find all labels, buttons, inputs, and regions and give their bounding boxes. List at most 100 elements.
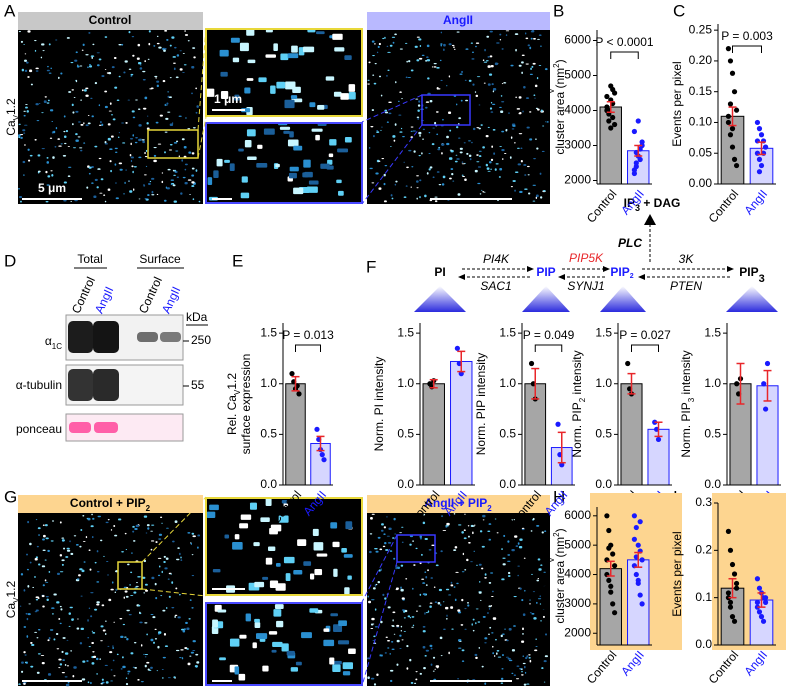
speckle xyxy=(155,121,159,124)
speckle xyxy=(369,550,372,554)
speckle xyxy=(371,109,375,111)
speckle xyxy=(148,30,151,33)
speckle xyxy=(459,147,463,150)
speckle xyxy=(535,638,537,640)
label-part: Norm. PIP xyxy=(570,402,584,457)
speckle xyxy=(133,591,137,594)
speckle xyxy=(435,665,440,668)
speckle xyxy=(23,132,26,134)
speckle xyxy=(479,530,483,533)
speckle xyxy=(91,662,95,665)
speckle xyxy=(485,60,489,62)
speckle xyxy=(104,140,107,144)
speckle xyxy=(298,47,305,56)
data-point xyxy=(758,162,765,169)
speckle xyxy=(406,645,409,648)
speckle xyxy=(442,529,447,531)
speckle xyxy=(400,630,403,632)
data-point xyxy=(604,513,610,519)
speckle xyxy=(482,514,486,518)
speckle xyxy=(163,555,166,558)
speckle xyxy=(425,584,428,586)
speckle xyxy=(413,150,416,153)
speckle xyxy=(72,147,76,149)
speckle xyxy=(43,534,46,538)
speckle xyxy=(330,613,338,617)
label-part: Ca xyxy=(4,120,18,136)
data-point xyxy=(762,599,769,606)
speckle xyxy=(367,79,370,81)
speckle xyxy=(517,565,520,567)
speckle xyxy=(190,651,195,654)
speckle xyxy=(189,194,191,196)
speckle xyxy=(147,194,150,196)
speckle xyxy=(418,57,423,60)
speckle xyxy=(41,661,45,665)
speckle xyxy=(59,554,63,557)
speckle xyxy=(107,574,109,576)
speckle xyxy=(425,649,430,652)
image-header xyxy=(367,495,550,513)
enzyme: PI4K xyxy=(483,252,510,266)
bar xyxy=(620,383,643,486)
y-tick-label: 0.0 xyxy=(695,637,712,651)
speckle xyxy=(145,165,148,167)
speckle xyxy=(63,130,66,133)
speckle xyxy=(136,582,138,584)
speckle xyxy=(525,37,529,40)
speckle xyxy=(410,69,414,72)
speckle xyxy=(103,555,105,557)
speckle xyxy=(492,87,497,91)
speckle xyxy=(442,118,444,121)
speckle xyxy=(438,183,442,186)
speckle xyxy=(114,163,117,166)
speckle xyxy=(374,43,376,45)
speckle xyxy=(116,653,119,656)
speckle xyxy=(46,102,50,104)
data-point xyxy=(608,583,614,589)
speckle xyxy=(92,517,95,520)
gradient-triangle xyxy=(522,286,570,312)
data-point xyxy=(758,614,765,620)
speckle xyxy=(436,133,439,136)
speckle xyxy=(154,628,157,631)
speckle xyxy=(117,136,120,138)
y-tick-label: 0.0 xyxy=(595,477,612,491)
speckle xyxy=(70,552,74,556)
speckle xyxy=(543,189,546,192)
speckle xyxy=(518,112,522,115)
speckle xyxy=(185,117,187,119)
speckle xyxy=(154,582,157,586)
speckle xyxy=(464,628,467,630)
speckle xyxy=(476,76,481,78)
speckle xyxy=(66,665,70,667)
speckle xyxy=(426,172,429,175)
speckle xyxy=(23,44,25,45)
speckle xyxy=(313,542,324,551)
speckle xyxy=(434,196,438,198)
speckle xyxy=(434,601,438,604)
speckle xyxy=(499,146,502,147)
band xyxy=(93,321,119,353)
speckle xyxy=(461,660,465,663)
speckle xyxy=(156,42,160,45)
speckle xyxy=(499,106,502,108)
speckle xyxy=(27,613,31,616)
speckle xyxy=(330,522,338,529)
speckle xyxy=(173,174,176,176)
speckle xyxy=(130,159,133,163)
speckle xyxy=(75,544,79,546)
speckle xyxy=(120,668,123,670)
data-point xyxy=(608,83,614,89)
speckle xyxy=(396,663,399,666)
speckle xyxy=(394,183,397,186)
data-point xyxy=(729,561,736,568)
scale-label: 1 μm xyxy=(214,92,242,106)
speckle xyxy=(344,587,350,595)
speckle xyxy=(340,93,349,100)
speckle xyxy=(134,528,138,530)
speckle xyxy=(445,588,450,591)
speckle xyxy=(345,521,353,530)
speckle xyxy=(271,649,277,653)
speckle xyxy=(393,139,396,142)
